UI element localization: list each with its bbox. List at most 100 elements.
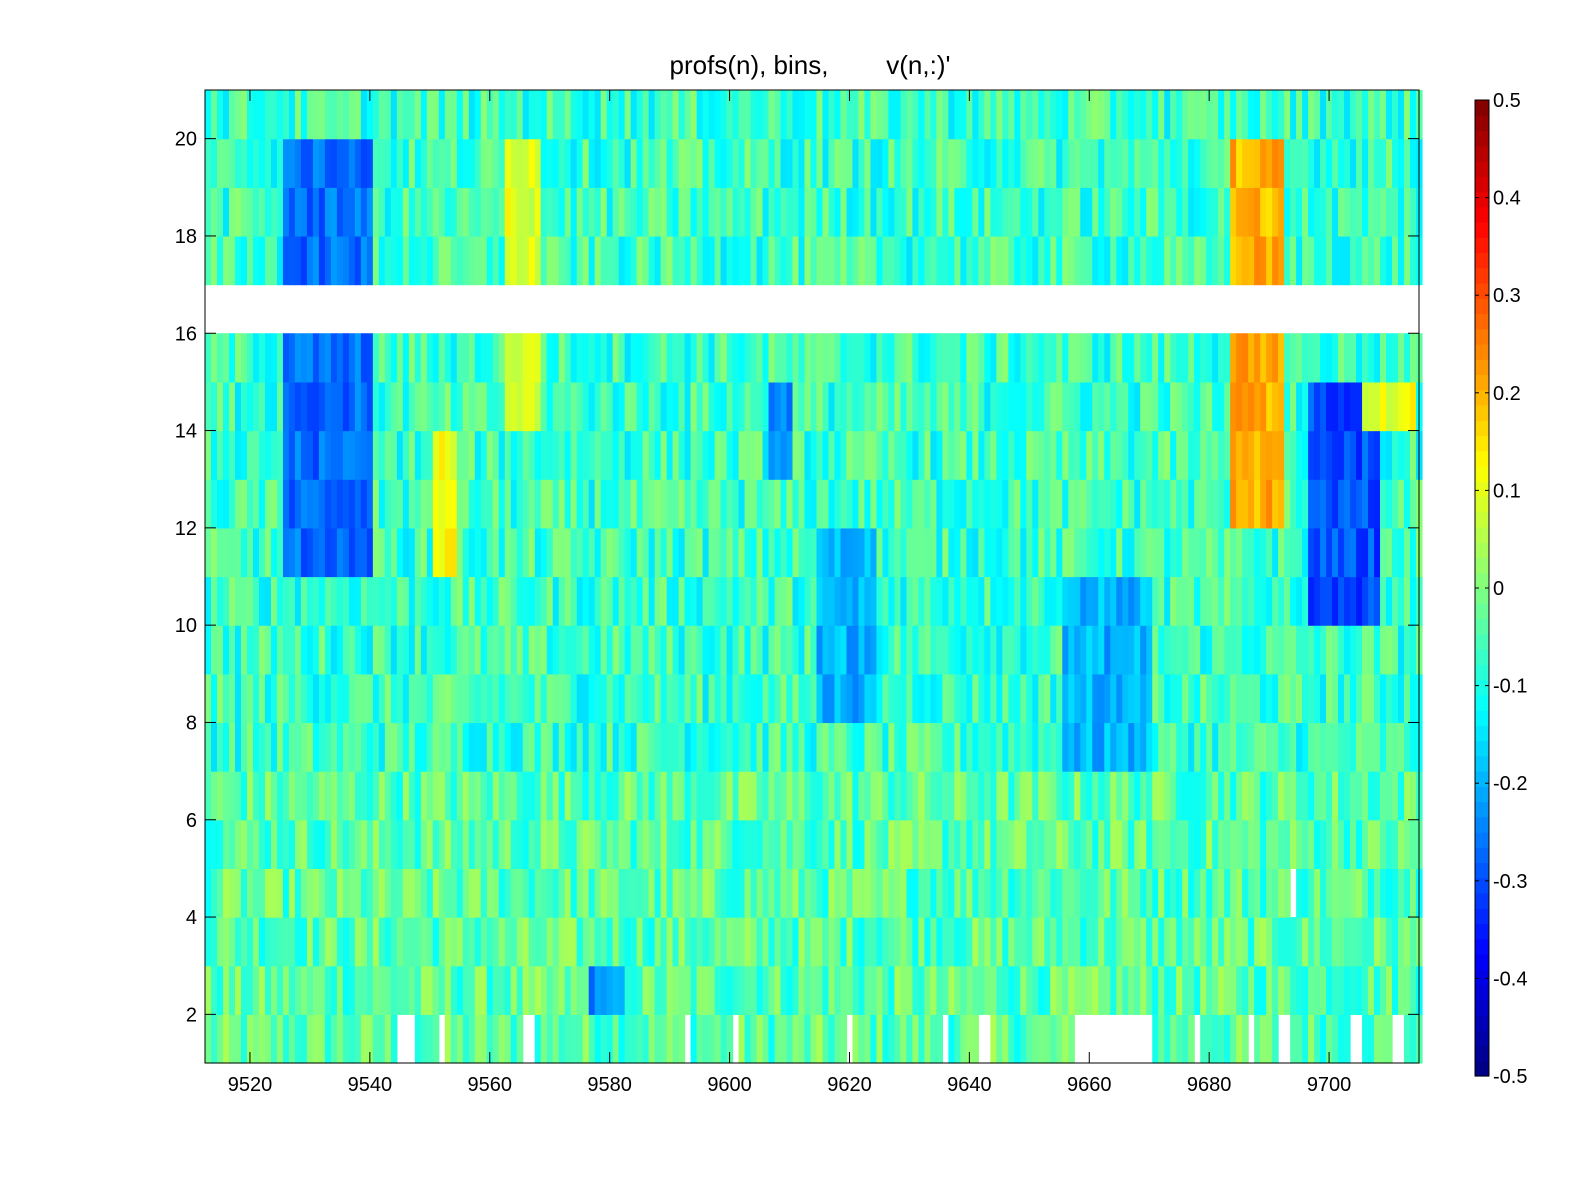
heatmap-cell	[504, 576, 512, 626]
heatmap-cell	[882, 673, 890, 724]
heatmap-cell	[618, 333, 626, 383]
heatmap-cell	[318, 381, 326, 432]
heatmap-cell	[492, 965, 500, 1015]
heatmap-cell	[1266, 917, 1273, 967]
heatmap-cell	[804, 90, 812, 140]
heatmap-cell	[702, 235, 710, 286]
heatmap-cell	[1026, 576, 1033, 626]
heatmap-cell	[1230, 333, 1237, 383]
heatmap-cell	[1338, 430, 1345, 480]
heatmap-cell	[270, 771, 278, 821]
heatmap-cell	[1302, 1014, 1309, 1064]
heatmap-cell	[438, 138, 446, 188]
heatmap-cell	[642, 1014, 650, 1064]
heatmap-cell	[366, 965, 374, 1015]
heatmap-cell	[714, 722, 722, 772]
heatmap-cell	[414, 868, 422, 918]
heatmap-cell	[258, 576, 266, 626]
heatmap-cell	[714, 138, 722, 188]
heatmap-cell	[936, 673, 943, 724]
heatmap-cell	[594, 1014, 602, 1064]
heatmap-cell	[1350, 673, 1357, 724]
heatmap-cell	[618, 625, 626, 675]
heatmap-cell	[240, 1014, 248, 1064]
heatmap-cell	[324, 722, 332, 772]
heatmap-cell	[420, 673, 428, 724]
heatmap-cell	[1182, 381, 1189, 432]
heatmap-cell	[1068, 576, 1075, 626]
heatmap-cell	[396, 625, 404, 675]
heatmap-cell	[420, 965, 428, 1015]
heatmap-cell	[990, 576, 997, 626]
heatmap-cell	[228, 90, 236, 140]
heatmap-cell	[312, 479, 320, 529]
heatmap-cell	[858, 527, 866, 578]
heatmap-cell	[1110, 138, 1117, 188]
heatmap-cell	[552, 90, 560, 140]
heatmap-cell	[582, 868, 590, 918]
heatmap-cell	[1290, 381, 1297, 432]
heatmap-cell	[312, 771, 320, 821]
heatmap-cell	[876, 771, 884, 821]
heatmap-cell	[228, 527, 236, 578]
heatmap-cell	[240, 430, 248, 480]
heatmap-cell	[1194, 527, 1201, 578]
heatmap-cell	[720, 771, 728, 821]
heatmap-cell	[1410, 868, 1417, 918]
heatmap-cell	[1218, 722, 1225, 772]
heatmap-cell	[642, 235, 650, 286]
heatmap-cell	[294, 333, 302, 383]
heatmap-cell	[342, 479, 350, 529]
heatmap-cell	[654, 868, 662, 918]
heatmap-cell	[930, 90, 937, 140]
heatmap-cell	[1212, 235, 1219, 286]
heatmap-cell	[822, 333, 830, 383]
heatmap-cell	[1050, 381, 1057, 432]
heatmap-cell	[234, 625, 242, 675]
heatmap-cell	[1032, 235, 1039, 286]
heatmap-cell	[318, 965, 326, 1015]
heatmap-cell	[498, 1014, 506, 1064]
heatmap-cell	[480, 527, 488, 578]
heatmap-cell	[612, 1014, 620, 1064]
heatmap-cell	[1056, 819, 1063, 869]
heatmap-cell	[1086, 430, 1093, 480]
heatmap-cell	[228, 479, 236, 529]
heatmap-cell	[1206, 722, 1213, 772]
heatmap-cell	[552, 722, 560, 772]
heatmap-cell	[906, 771, 914, 821]
heatmap-cell	[348, 381, 356, 432]
heatmap-cell	[540, 917, 548, 967]
heatmap-cell	[978, 187, 985, 237]
heatmap-cell	[1110, 235, 1117, 286]
heatmap-cell	[246, 138, 254, 188]
heatmap-cell	[582, 1014, 590, 1064]
heatmap-cell	[516, 819, 524, 869]
heatmap-cell	[276, 965, 284, 1015]
heatmap-cell	[684, 917, 692, 967]
heatmap-cell	[924, 138, 932, 188]
heatmap-cell	[276, 333, 284, 383]
heatmap-cell	[1356, 235, 1363, 286]
heatmap-cell	[738, 235, 746, 286]
heatmap-cell	[336, 430, 344, 480]
heatmap-cell	[792, 479, 800, 529]
heatmap-cell	[408, 527, 416, 578]
heatmap-cell	[1074, 90, 1081, 140]
heatmap-cell	[594, 771, 602, 821]
heatmap-cell	[708, 771, 716, 821]
heatmap-cell	[966, 527, 973, 578]
heatmap-cell	[414, 381, 422, 432]
heatmap-cell	[960, 722, 967, 772]
heatmap-cell	[1032, 187, 1039, 237]
heatmap-cell	[396, 722, 404, 772]
heatmap-cell	[1092, 333, 1099, 383]
heatmap-cell	[1302, 479, 1309, 529]
heatmap-cell	[960, 819, 967, 869]
heatmap-cell	[642, 917, 650, 967]
heatmap-cell	[1122, 965, 1129, 1015]
heatmap-cell	[1368, 90, 1375, 140]
heatmap-cell	[1032, 625, 1039, 675]
heatmap-cell	[1008, 333, 1015, 383]
heatmap-cell	[1038, 868, 1045, 918]
